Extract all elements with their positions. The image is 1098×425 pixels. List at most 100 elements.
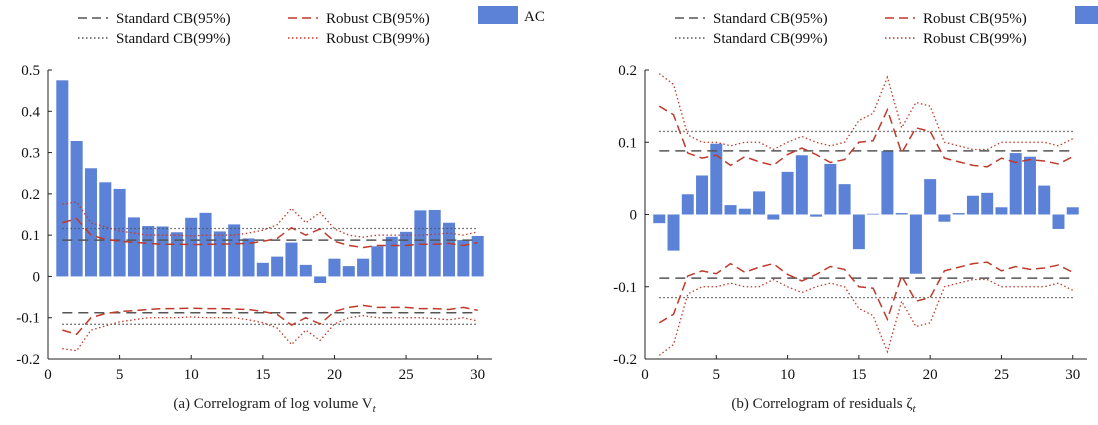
chart-b-ac-bar [952,213,965,215]
chart-b-x-tick-label: 20 [923,367,938,383]
chart-a-x-tick-label: 30 [470,367,485,383]
caption-b-subscript: t [912,403,916,415]
chart-a-ac-bar [371,246,384,277]
chart-b-ac-bar [753,191,766,215]
chart-a-x-tick-label: 25 [399,367,414,383]
chart-a-ac-bar [99,182,112,277]
chart-b-legend-label-robust-cb-95: Robust CB(95%) [923,11,1027,27]
chart-a-legend-label-robust-cb-99: Robust CB(99%) [326,31,430,47]
chart-a-ac-bar [127,217,140,277]
chart-b-y-tick-label: 0.1 [618,135,637,151]
chart-b-ac-bar [838,184,851,215]
caption-b-text: (b) Correlogram of residuals ζ [731,396,913,412]
chart-a-ac-bar [400,231,413,277]
chart-b-legend-label-standard-cb-95: Standard CB(95%) [713,11,828,27]
chart-a-x-tick-label: 5 [116,367,124,383]
chart-b-ac-bar [824,163,837,215]
chart-a-ac-bar [213,231,226,277]
chart-b-ac-bar [1052,214,1065,229]
chart-a-x-tick-label: 0 [44,367,52,383]
chart-b-ac-bar [724,205,737,215]
chart-a-ac-bar [156,226,169,277]
chart-a-ac-bar [443,222,456,277]
chart-a-robust-cb-95-upper [62,217,478,249]
chart-b-robust-cb-99-upper [658,73,1074,151]
chart-b-legend: Standard CB(95%) Robust CB(95%) Standard C… [675,6,1098,47]
chart-a-x-tick-label: 15 [255,367,270,383]
chart-a-ac-bar [285,242,298,277]
chart-a-x-tick-label: 20 [327,367,342,383]
chart-a-ac-bar [113,188,126,277]
chart-b-x-tick-label: 0 [641,367,649,383]
chart-b-ac-bar [696,175,709,215]
chart-b-ac-bar [895,213,908,215]
chart-b-x-tick-label: 15 [851,367,866,383]
chart-a-y-tick-label: 0 [33,269,41,285]
chart-a-ac-bar [471,235,484,277]
chart-b-robust-cb-95-lower [658,261,1074,324]
chart-a-ac-bar [328,258,341,277]
chart-a-legend-label-standard-cb-99: Standard CB(99%) [116,31,231,47]
chart-a-ac-bar [428,209,441,277]
chart-a-legend-swatch-ac [478,6,518,24]
chart-a-ac-bar [457,240,470,277]
chart-a-ac-bar [256,262,269,277]
chart-b-ac-bar [781,171,794,215]
chart-b-ac-bar [966,195,979,215]
chart-b-ac-bar [738,208,751,215]
chart-a-robust-cb-99-upper [62,201,478,238]
chart-a-y-tick-label: 0.5 [21,63,40,79]
chart-a-legend-label-standard-cb-95: Standard CB(95%) [116,11,231,27]
chart-a-legend: Standard CB(95%) Robust CB(95%) Standard C… [78,6,545,47]
correlogram-log-volume-chart: 0.50.40.30.20.10-0.1-0.20 5 10 15 20 25 30Stan… [16,6,545,383]
chart-b-ac-bar [681,194,694,215]
chart-b-robust-cb-99-lower [658,278,1074,356]
chart-b-ac-bar [1009,153,1022,215]
chart-b-x-tick-label: 30 [1065,367,1080,383]
chart-b-ac-bar [1066,207,1079,215]
chart-b-y-tick-label: -0.2 [613,352,637,368]
chart-b-legend-label-standard-cb-99: Standard CB(99%) [713,31,828,47]
chart-a-y-tick-label: 0.1 [21,228,40,244]
chart-b-y-tick-label: -0.1 [613,280,637,296]
chart-b-ac-bar [710,143,723,215]
chart-b-ac-bar [1023,156,1036,215]
chart-a-legend-label-ac: AC [524,9,545,25]
chart-a-ac-bar [314,276,327,284]
caption-a-text: (a) Correlogram of log volume V [173,396,373,412]
chart-b-ac-bar [1038,185,1051,215]
chart-b-ac-bar [938,214,951,222]
chart-b-x-tick-label: 25 [994,367,1009,383]
chart-a-ac-bar [56,80,69,277]
caption-a: (a) Correlogram of log volume Vt [0,396,549,415]
chart-a-y-tick-label: 0.2 [21,187,40,203]
chart-a-legend-label-robust-cb-95: Robust CB(95%) [326,11,430,27]
chart-a-ac-bar [299,264,312,277]
chart-a-ac-bar [70,141,83,277]
chart-a-ac-bar [185,217,198,277]
chart-a-ac-bar [342,266,355,277]
chart-a-robust-cb-95-lower [62,304,478,336]
chart-b-ac-bar [924,179,937,215]
chart-b-legend-swatch-ac [1075,6,1098,24]
chart-a-y-tick-label: -0.2 [16,352,40,368]
chart-a-ac-bar [84,168,97,277]
chart-a-ac-bar [142,226,155,277]
chart-a-y-tick-label: -0.1 [16,311,40,327]
chart-a-ac-bar [414,210,427,277]
chart-b-ac-bar [795,155,808,215]
chart-b-ac-bar [852,214,865,250]
chart-b-ac-bar [767,214,780,220]
chart-a-ac-bar [357,258,370,277]
chart-a-ac-bar [385,236,398,277]
chart-a-x-tick-label: 10 [184,367,199,383]
chart-b-y-tick-label: 0.2 [618,63,637,79]
chart-a-y-tick-label: 0.3 [21,146,40,162]
chart-b-ac-bar [909,214,922,274]
chart-a-ac-bar [242,238,255,277]
chart-b-ac-bar [810,214,823,217]
chart-a-ac-bar [170,232,183,277]
chart-a-ac-bar [228,224,241,277]
chart-b-x-tick-label: 10 [780,367,795,383]
caption-a-subscript: t [372,403,376,415]
